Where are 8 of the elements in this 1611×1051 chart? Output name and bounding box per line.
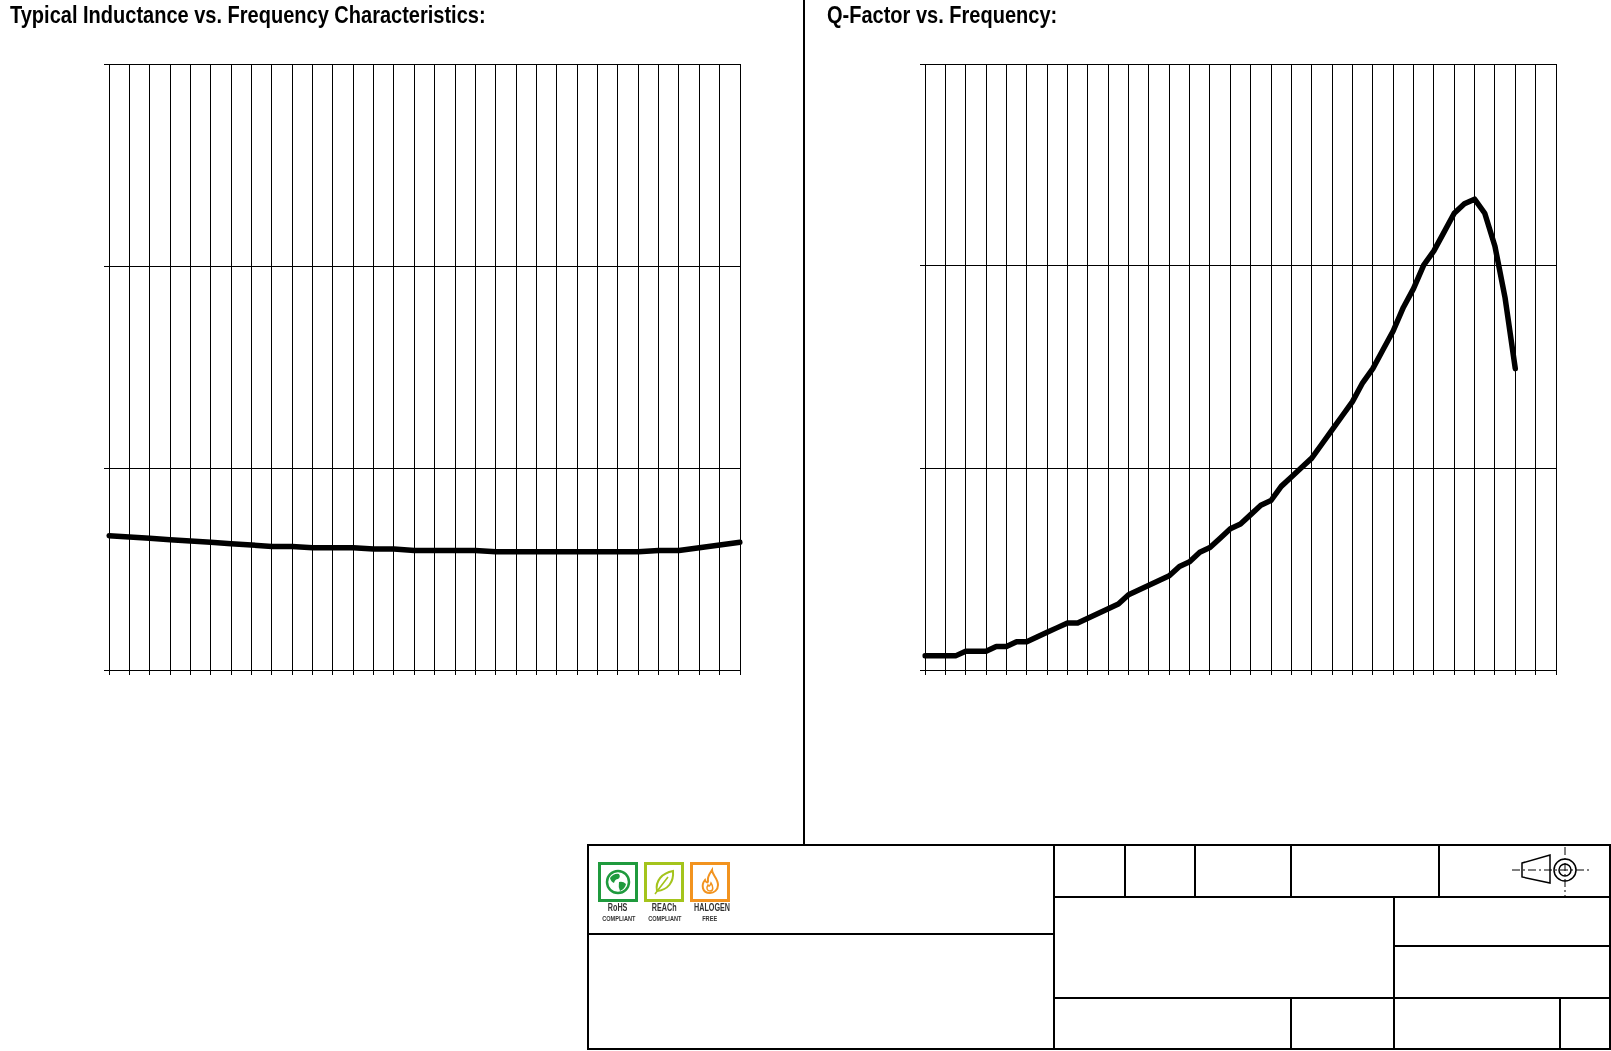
text: HALOGEN: [694, 902, 730, 913]
text: RoHS: [608, 902, 628, 913]
chart-title: Q-Factor vs. Frequency:: [827, 2, 1058, 28]
chart-title: Typical Inductance vs. Frequency Characteristics:: [10, 2, 486, 28]
text: FREE: [702, 914, 718, 923]
text: COMPLIANT: [602, 914, 636, 923]
text: COMPLIANT: [648, 914, 682, 923]
text: REACh: [651, 902, 677, 913]
